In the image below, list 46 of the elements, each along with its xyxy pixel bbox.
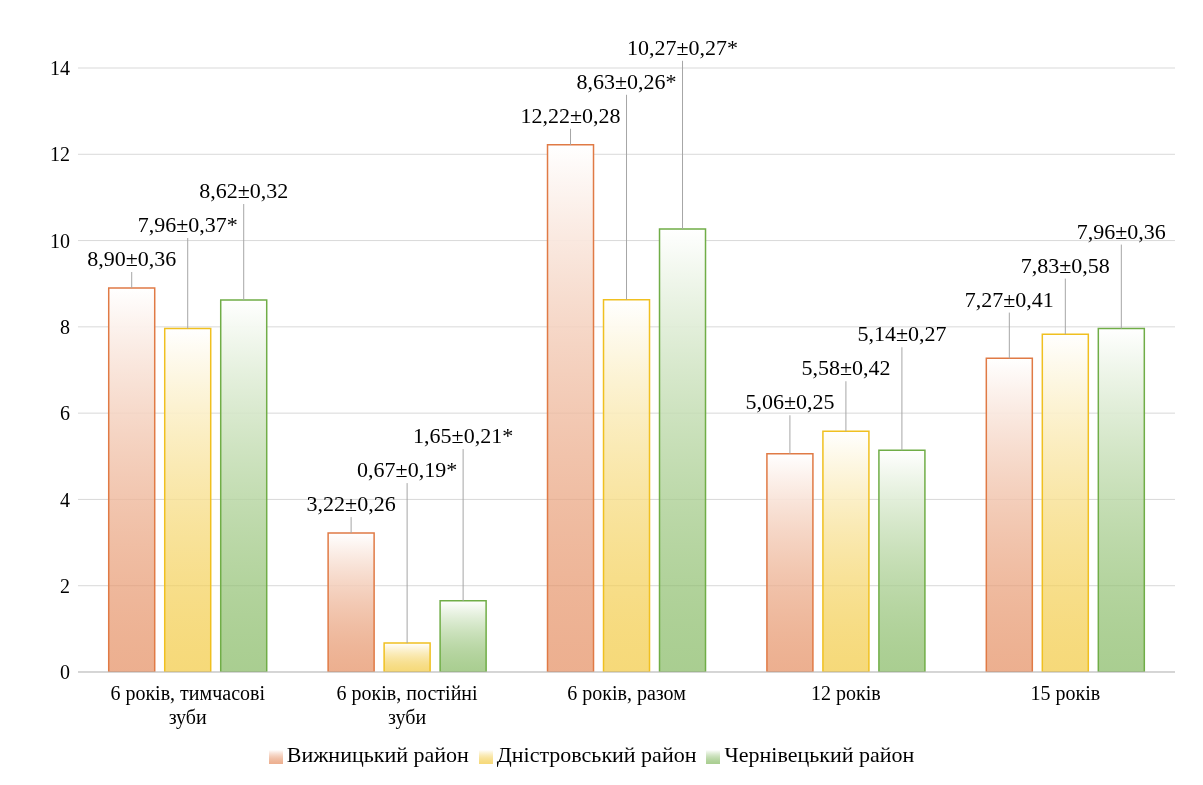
bar <box>985 357 1034 672</box>
data-label: 1,65±0,21* <box>413 423 514 449</box>
data-label: 8,63±0,26* <box>576 68 677 94</box>
x-tick-label: 6 років, разом <box>567 682 687 705</box>
bar <box>658 228 707 672</box>
data-label: 10,27±0,27* <box>626 34 739 60</box>
data-label: 7,96±0,37* <box>137 212 238 238</box>
bar <box>439 600 487 672</box>
data-label: 5,14±0,27 <box>857 321 947 347</box>
legend-label: Чернівецький район <box>724 742 915 767</box>
bar <box>602 298 651 672</box>
y-tick-label: 4 <box>60 488 70 511</box>
x-tick-label: 6 років, постійні зуби <box>336 682 479 729</box>
y-tick-label: 6 <box>60 402 70 425</box>
y-tick-label: 2 <box>60 574 70 597</box>
y-tick-label: 12 <box>50 143 70 166</box>
x-tick-label: 15 років <box>1030 682 1101 705</box>
legend-label: Вижницький район <box>286 742 469 767</box>
bar <box>1041 333 1090 672</box>
legend-label: Дністровський район <box>496 742 697 767</box>
x-tick-label: 12 років <box>811 682 881 705</box>
bar <box>327 532 375 672</box>
y-tick-label: 0 <box>60 661 70 684</box>
data-label: 5,06±0,25 <box>745 389 835 415</box>
data-label: 7,96±0,36 <box>1076 218 1166 244</box>
data-label: 5,58±0,42 <box>801 355 891 381</box>
x-tick-label: 6 років, тимчасові зуби <box>110 682 266 729</box>
data-label: 7,83±0,58 <box>1020 252 1110 278</box>
data-label: 7,27±0,41 <box>964 286 1054 312</box>
y-tick-label: 14 <box>50 57 70 80</box>
bar <box>383 642 431 672</box>
bar <box>822 430 870 672</box>
bar <box>163 327 212 672</box>
data-label: 8,90±0,36 <box>87 246 177 272</box>
y-tick-label: 10 <box>50 229 70 252</box>
bar <box>766 452 814 672</box>
y-tick-label: 8 <box>60 315 70 338</box>
bar <box>107 287 156 672</box>
data-label: 3,22±0,26 <box>306 491 396 517</box>
bar <box>219 299 268 672</box>
data-label: 8,62±0,32 <box>199 178 289 204</box>
bar <box>878 449 926 672</box>
data-label: 0,67±0,19* <box>357 457 458 483</box>
bar <box>1097 327 1146 672</box>
data-label: 12,22±0,28 <box>520 102 621 128</box>
bar <box>546 144 595 672</box>
